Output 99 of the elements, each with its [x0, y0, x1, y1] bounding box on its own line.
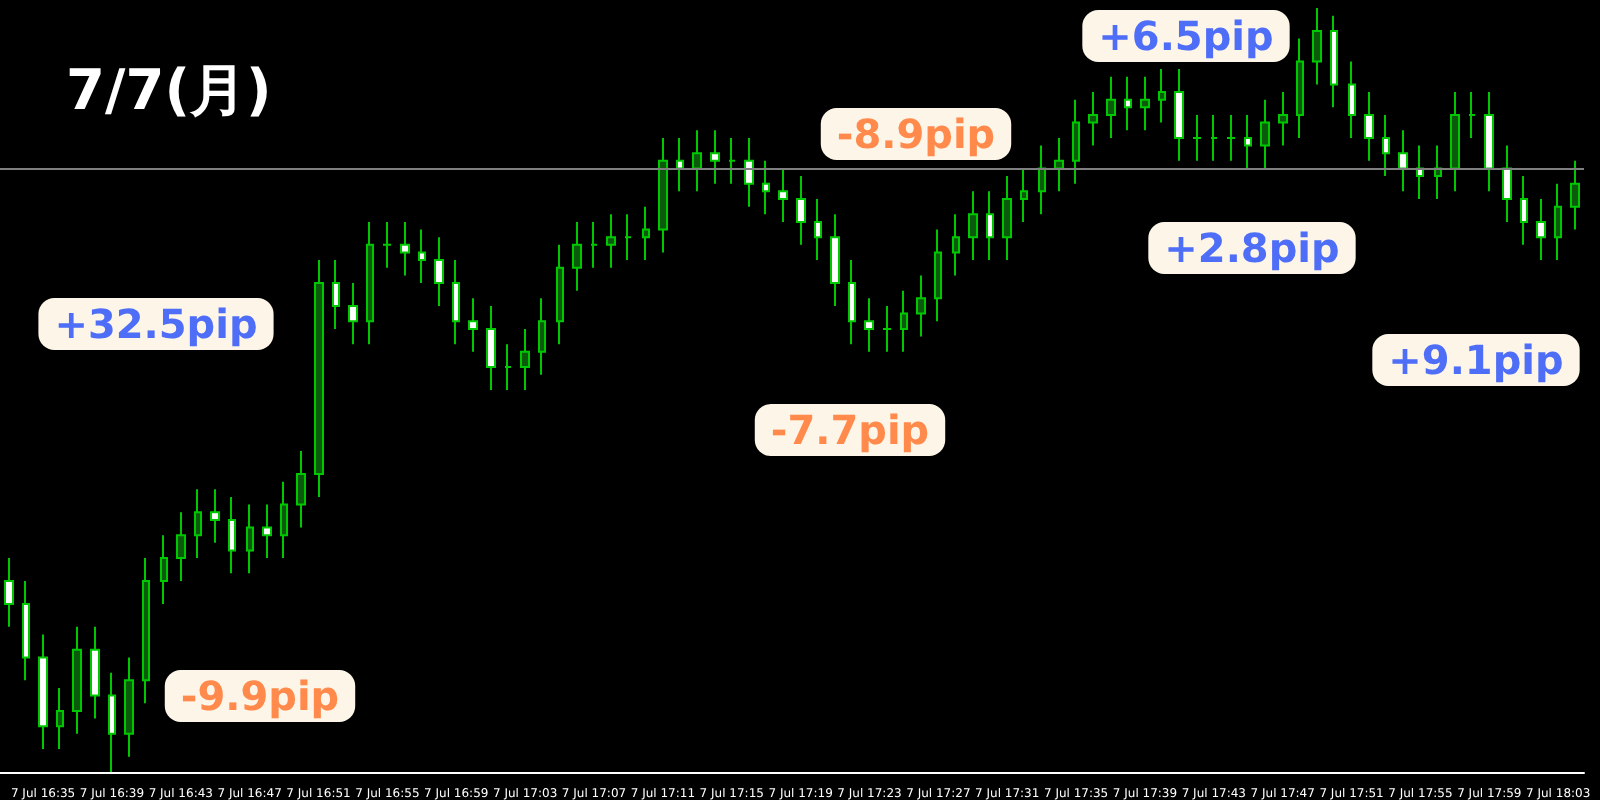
candlestick — [228, 495, 236, 575]
candlestick — [1416, 144, 1424, 200]
candlestick — [864, 297, 874, 353]
candlestick — [1054, 136, 1064, 193]
candlestick — [1296, 37, 1304, 139]
candlestick — [624, 213, 632, 262]
candlestick — [1226, 113, 1236, 162]
candlestick — [280, 480, 288, 560]
candlestick — [1468, 91, 1476, 139]
candlestick — [1260, 98, 1270, 170]
candlestick — [1520, 175, 1528, 246]
candlestick — [1002, 175, 1012, 262]
candlestick — [556, 243, 564, 346]
candlestick — [642, 205, 650, 262]
candlestick — [1484, 91, 1494, 193]
candlestick — [1174, 68, 1184, 162]
candlestick — [90, 625, 100, 720]
candlestick — [1364, 91, 1374, 162]
candlestick — [658, 136, 668, 254]
candlestick — [142, 557, 150, 705]
annotation: -9.9pip — [180, 672, 340, 720]
candlestick — [1502, 144, 1512, 223]
candlestick — [210, 488, 220, 544]
candlestick — [1088, 91, 1098, 147]
candlestick — [4, 557, 14, 628]
candlestick — [1244, 113, 1252, 170]
candlestick — [1554, 182, 1562, 262]
candlestick — [590, 220, 598, 269]
text: 7/7(月) — [66, 57, 272, 123]
candlestick — [814, 198, 822, 262]
candlestick — [606, 213, 616, 269]
candlestick — [744, 136, 754, 208]
candlestick — [1348, 60, 1356, 139]
candlestick — [194, 488, 202, 560]
candlestick — [1312, 7, 1322, 86]
candlestick — [538, 297, 546, 376]
candlestick — [1020, 167, 1028, 223]
candlestick — [778, 167, 788, 223]
candlestick — [246, 503, 254, 575]
candlestick — [676, 136, 684, 193]
candlestick — [796, 175, 806, 246]
candlestick — [916, 274, 926, 338]
candlestick — [332, 259, 340, 330]
annotation: +32.5pip — [54, 300, 258, 348]
candlestick — [728, 136, 736, 185]
candlestick — [1072, 98, 1080, 185]
candlestick — [22, 580, 30, 682]
candlestick — [486, 304, 496, 391]
candlestick — [848, 259, 856, 346]
candlestick — [900, 289, 908, 353]
candlestick — [1330, 14, 1338, 109]
candlestick — [1398, 129, 1408, 193]
candlestick — [1124, 75, 1132, 132]
candlestick — [1382, 113, 1390, 178]
candlestick — [56, 686, 64, 751]
candlestick — [1536, 198, 1546, 262]
candlestick — [952, 213, 960, 277]
candlestick — [1038, 144, 1046, 216]
candlestick — [400, 220, 410, 277]
candlestick — [882, 304, 892, 353]
candlestick — [296, 450, 306, 529]
candlestick — [314, 259, 324, 498]
candlestick — [504, 343, 512, 391]
candlestick — [572, 220, 582, 292]
candlestick — [1434, 144, 1442, 200]
candlestick — [934, 228, 942, 323]
candlestick — [434, 236, 444, 307]
candlestick — [348, 282, 358, 346]
candlestick — [468, 297, 478, 353]
candlestick — [520, 327, 530, 391]
candlestick — [1158, 68, 1166, 124]
annotation: +9.1pip — [1388, 336, 1564, 384]
candlestick — [968, 190, 978, 262]
candlestick — [830, 213, 840, 307]
candlestick — [1192, 113, 1202, 162]
candlestick — [38, 633, 48, 751]
candlestick — [72, 625, 82, 735]
candlestick — [160, 534, 168, 605]
candlestick — [1140, 75, 1150, 132]
candlestick — [262, 503, 272, 560]
annotation: +2.8pip — [1164, 224, 1340, 272]
candlestick — [1570, 159, 1580, 231]
candlestick — [762, 159, 770, 216]
annotation: -7.7pip — [770, 406, 930, 454]
candlestick — [176, 511, 186, 582]
candlestick — [382, 220, 392, 269]
candlestick — [692, 129, 702, 193]
candlestick — [1278, 91, 1288, 147]
candlestick — [366, 220, 374, 346]
candlestick — [1210, 113, 1218, 162]
candlestick — [452, 259, 460, 346]
annotation: -8.9pip — [836, 110, 996, 158]
candlestick — [418, 228, 426, 285]
candlestick — [710, 129, 720, 185]
candlestick — [1450, 91, 1460, 193]
candlestick — [986, 190, 994, 262]
candlestick — [124, 656, 134, 758]
annotation: +6.5pip — [1098, 12, 1274, 60]
candlestick — [1106, 75, 1116, 139]
